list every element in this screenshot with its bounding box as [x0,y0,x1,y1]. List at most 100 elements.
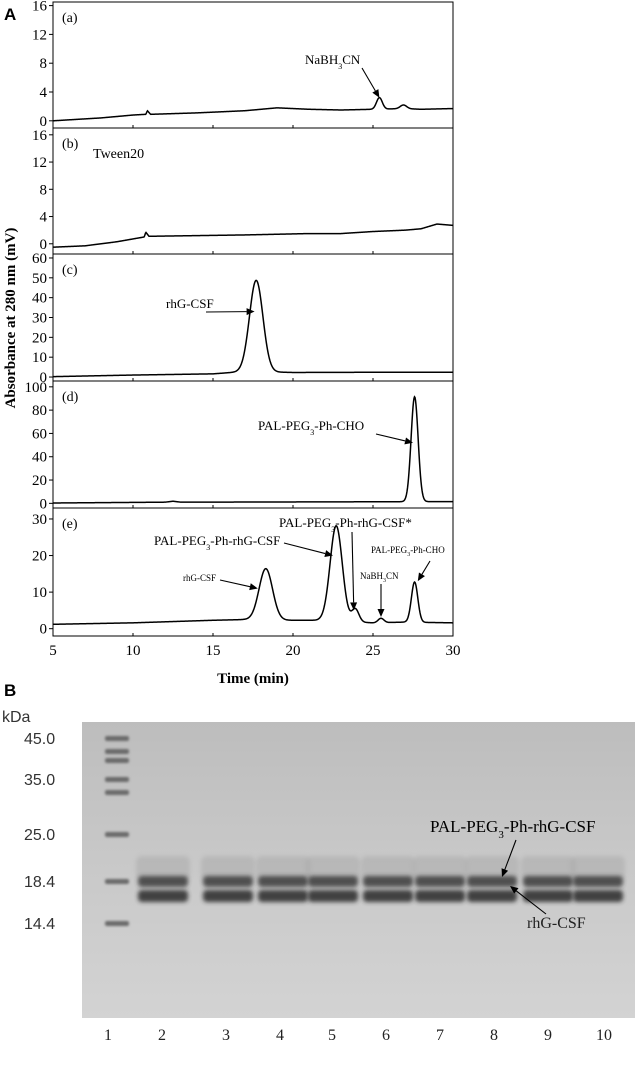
x-tick-label: 10 [126,643,141,659]
lane-bands [521,856,575,902]
lower-band [363,890,413,902]
annotation-label: NaBH3CN [360,571,399,584]
lower-band [467,890,517,902]
lane-bands [256,856,310,902]
panel-label: (a) [62,11,78,26]
ladder-band [105,736,129,741]
ladder-band [105,758,129,763]
upper-band [523,876,573,887]
annotation-label: PAL-PEG3-Ph-rhG-CSF* [279,515,412,534]
panel-label: (d) [62,390,79,405]
lane-bands [136,856,190,902]
lane-bands [306,856,360,902]
lane-number: 2 [158,1027,166,1044]
lane-number: 1 [104,1027,112,1044]
y-tick-label: 4 [40,210,48,226]
upper-band [308,876,358,887]
y-tick-label: 40 [32,450,47,466]
y-tick-label: 20 [32,330,47,346]
lower-band [415,890,465,902]
x-tick-label: 30 [446,643,461,659]
x-tick-label: 15 [206,643,221,659]
annotation-arrow-head [249,583,258,590]
lane-number: 4 [276,1027,284,1044]
panel-d: 0 20 40 60 80 100 (d) PAL-PEG3-Ph-CHO [25,380,454,513]
y-tick-label: 10 [32,585,47,601]
panel-label: (b) [62,137,79,152]
upper-band [203,876,253,887]
lane-bands [465,856,519,902]
y-tick-label: 60 [32,426,47,442]
y-tick-label: 30 [32,512,47,528]
y-tick-label: 50 [32,271,47,287]
upper-band [258,876,308,887]
marker-label: 35.0 [24,772,55,789]
chart-panels: 0481216(a)NaBH3CN0481216(b)Tween20010203… [25,0,454,638]
trace-line [53,224,453,247]
lane-bands [361,856,415,902]
annotation-arrow-shaft [284,543,325,554]
trace-line [53,98,453,121]
ladder-band [105,879,129,884]
annotation-arrow [376,434,413,444]
lane-bands [413,856,467,902]
panel-a-letter: A [4,5,16,24]
lane-number: 6 [382,1027,390,1044]
x-tick-label: 25 [366,643,381,659]
marker-label: 18.4 [24,874,55,891]
lane-number: 10 [596,1027,612,1044]
ladder-band [105,832,129,837]
lane-bands [571,856,625,902]
annotation-arrow-shaft [352,532,354,602]
lower-band [258,890,308,902]
annotation-label: PAL-PEG3-Ph-CHO [371,545,445,558]
marker-label: 25.0 [24,827,55,844]
upper-band [415,876,465,887]
marker-label: 45.0 [24,731,55,748]
upper-band [467,876,517,887]
y-tick-label: 60 [32,251,47,267]
lane-number: 5 [328,1027,336,1044]
upper-band [138,876,188,887]
marker-label: 14.4 [24,916,55,933]
trace-line [53,397,453,503]
panel-label: (e) [62,517,78,532]
annotation-arrow-head [372,89,379,98]
annotation-arrow [418,561,430,581]
trace-line [53,280,453,376]
panel-b-letter: B [4,681,16,700]
y-tick-label: 20 [32,473,47,489]
annotation-arrow [284,543,333,557]
panel-label: (c) [62,263,78,278]
annotation-arrow [220,580,258,590]
upper-band [363,876,413,887]
y-tick-label: 30 [32,311,47,327]
rhg-csf-band-label: rhG-CSF [527,915,586,932]
y-tick-label: 8 [40,56,48,72]
y-tick-label: 80 [32,403,47,419]
y-tick-label: 16 [32,128,48,144]
y-tick-label: 0 [40,622,48,638]
panel-sample-label: Tween20 [93,147,144,162]
annotation-arrow [362,68,379,98]
annotation-label: PAL-PEG3-Ph-CHO [258,418,364,437]
lower-band [203,890,253,902]
annotation-arrow-shaft [376,434,405,441]
annotation-label: NaBH3CN [305,52,361,71]
y-tick-label: 40 [32,291,47,307]
kda-label: kDa [2,709,31,726]
panel-frame [53,254,453,381]
y-tick-label: 0 [40,496,48,512]
lane-number: 8 [490,1027,498,1044]
y-tick-label: 12 [32,155,47,171]
chromatogram-figure: A Absorbance at 280 nm (mV) Time (min) 0… [0,0,640,690]
y-tick-label: 100 [25,380,48,396]
upper-band [573,876,623,887]
ladder-band [105,749,129,754]
annotation-arrow-head [418,572,425,581]
